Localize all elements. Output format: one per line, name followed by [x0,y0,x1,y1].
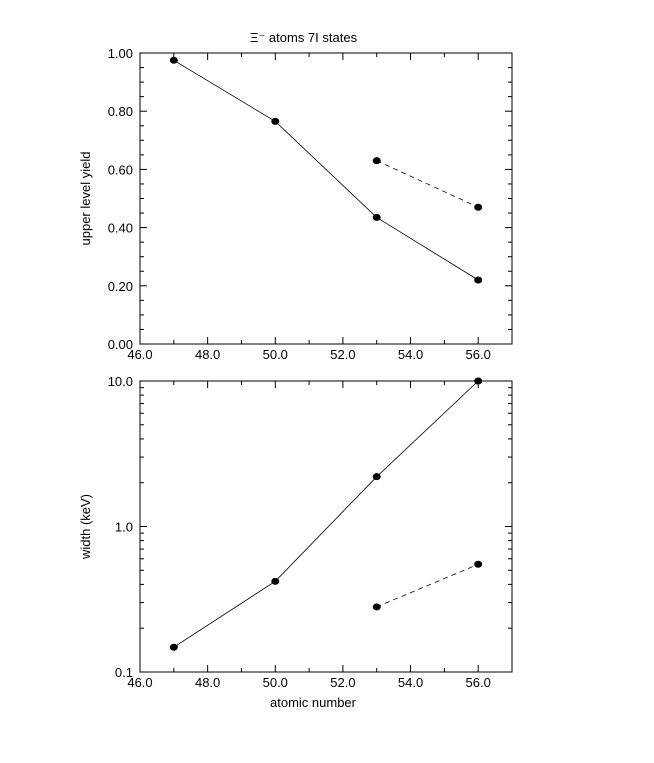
data-point [372,157,381,165]
y-tick-label: 0.00 [108,337,133,352]
y-axis-title: upper level yield [78,152,93,246]
x-tick-label: 46.0 [127,347,152,362]
series-line-solid [173,59,479,281]
plot-frame [139,52,513,345]
data-point [169,56,178,64]
x-tick-label: 50.0 [263,675,288,690]
y-tick-label: 0.1 [115,665,133,680]
y-tick-label: 0.60 [108,162,133,177]
x-tick-label: 56.0 [466,675,491,690]
y-tick-label: 0.20 [108,279,133,294]
x-tick-label: 54.0 [398,347,423,362]
data-point [474,276,483,284]
data-point [169,643,178,651]
series-line-solid [173,380,479,648]
x-tick-label: 46.0 [127,675,152,690]
y-tick-label: 1.00 [108,46,133,61]
x-tick-label: 52.0 [330,347,355,362]
y-tick-label: 0.80 [108,104,133,119]
data-point [474,377,483,385]
x-tick-label: 56.0 [466,347,491,362]
data-point [372,213,381,221]
top-panel: 46.0 48.0 50.0 52.0 54.0 56.0 0.00 0.20 0.40 0.60… [78,30,513,362]
data-point [474,203,483,211]
series-line-dashed [376,160,479,208]
x-tick-label: 54.0 [398,675,423,690]
y-tick-label: 10.0 [108,374,133,389]
data-point [474,560,483,568]
bottom-panel: 46.0 48.0 50.0 52.0 54.0 56.0 0.1 1.0 10.0 width … [78,374,513,710]
x-tick-label: 48.0 [195,347,220,362]
plot-frame [139,380,513,673]
data-point [372,603,381,611]
y-tick-label: 0.40 [108,221,133,236]
y-tick-label: 1.0 [115,520,133,535]
data-point [372,473,381,481]
series-line-dashed [376,563,479,608]
data-point [271,117,280,125]
y-axis-title: width (keV) [78,494,93,560]
chart-title: Ξ⁻ atoms 7I states [250,30,358,45]
x-axis-title: atomic number [270,695,357,710]
data-point [271,577,280,585]
x-tick-label: 48.0 [195,675,220,690]
x-tick-label: 52.0 [330,675,355,690]
x-tick-label: 50.0 [263,347,288,362]
